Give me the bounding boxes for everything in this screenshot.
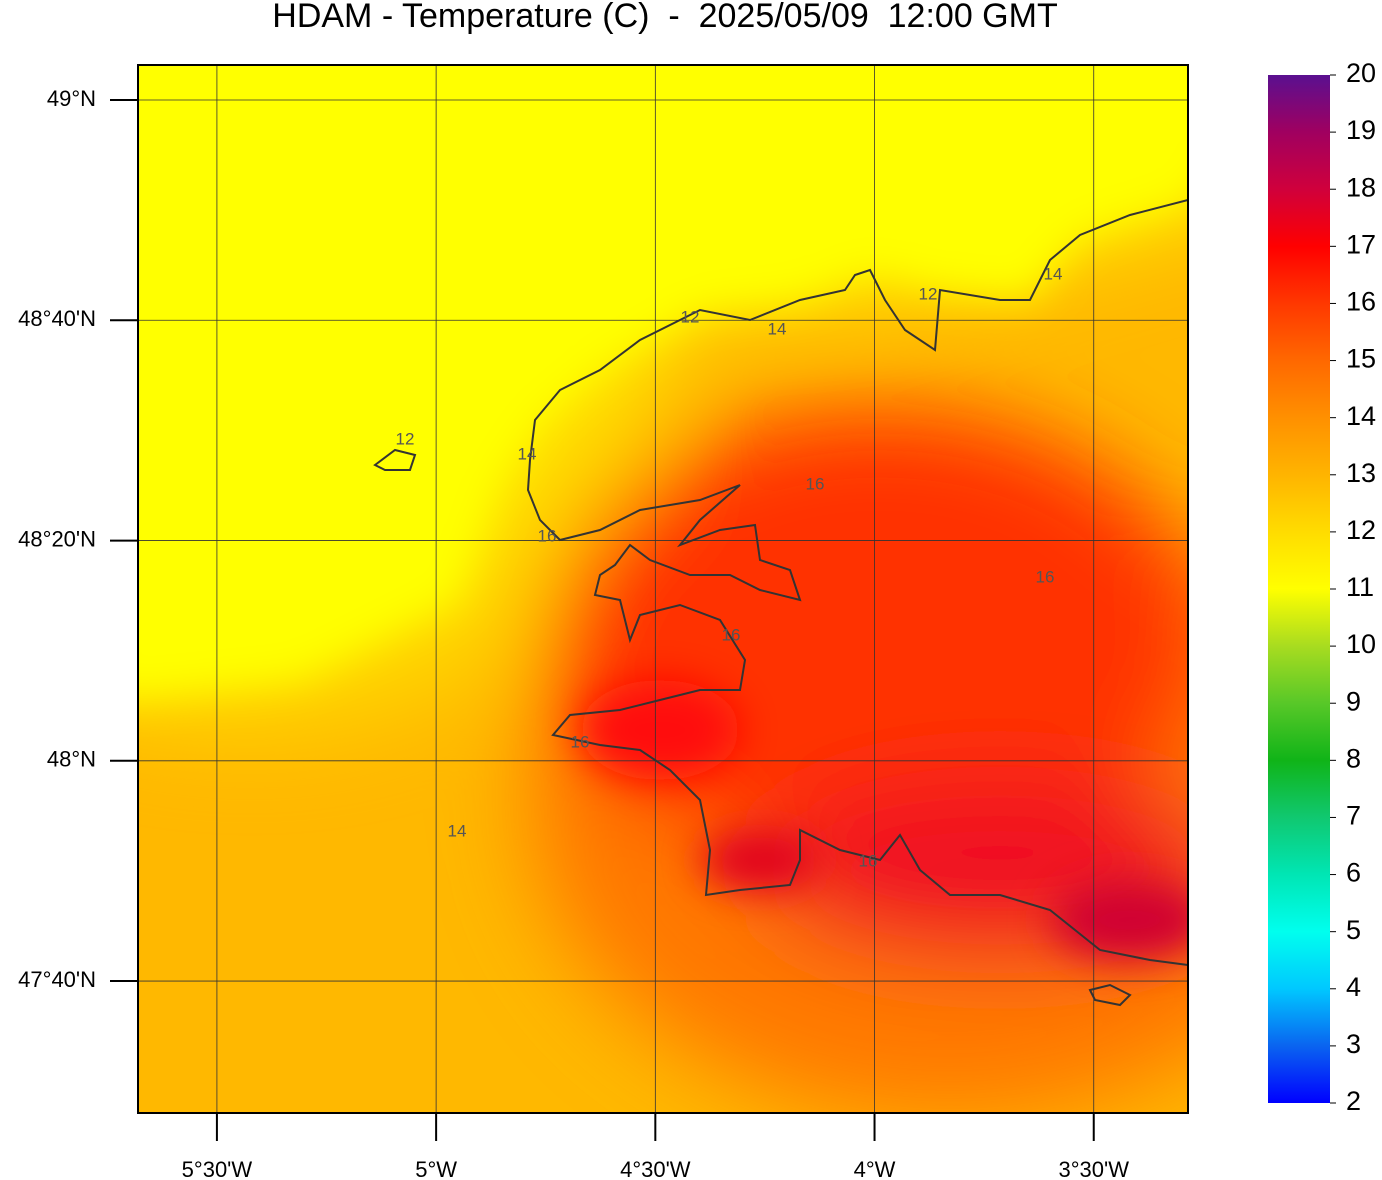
- colorbar-label: 19: [1346, 115, 1376, 145]
- contour-label: 16: [538, 526, 557, 545]
- contour-label: 16: [571, 732, 590, 751]
- contour-label: 14: [448, 821, 467, 840]
- colorbar-label: 20: [1346, 58, 1376, 88]
- y-tick-label: 47°40'N: [18, 967, 96, 992]
- x-tick-label: 3°30'W: [1059, 1157, 1130, 1180]
- x-tick-label: 4°30'W: [620, 1157, 691, 1180]
- contour-label: 16: [722, 625, 741, 644]
- colorbar-label: 11: [1346, 572, 1374, 602]
- map-frame: [137, 64, 1189, 1114]
- colorbar-label: 10: [1346, 629, 1376, 659]
- colorbar-label: 14: [1346, 401, 1376, 431]
- contour-label: 16: [806, 474, 825, 493]
- colorbar-label: 3: [1346, 1029, 1361, 1059]
- contour-label: 12: [396, 429, 415, 448]
- colorbar-label: 18: [1346, 172, 1376, 202]
- chart-title: HDAM - Temperature (C) - 2025/05/09 12:0…: [272, 0, 1057, 35]
- x-tick-label: 5°30'W: [182, 1157, 253, 1180]
- y-tick-label: 49°N: [47, 86, 96, 111]
- contour-label: 14: [518, 444, 537, 463]
- x-tick-label: 5°W: [415, 1157, 457, 1180]
- contour-label: 16: [859, 851, 878, 870]
- colorbar: [1268, 75, 1330, 1103]
- y-tick-label: 48°40'N: [18, 306, 96, 331]
- temperature-field: [138, 65, 1188, 1113]
- colorbar-label: 17: [1346, 229, 1376, 259]
- coastline: [526, 199, 1188, 966]
- island: [373, 448, 1132, 1007]
- colorbar-label: 16: [1346, 287, 1376, 317]
- colorbar-label: 2: [1346, 1086, 1361, 1116]
- y-tick-label: 48°20'N: [18, 526, 96, 551]
- colorbar-label: 15: [1346, 344, 1376, 374]
- y-tick-label: 48°N: [47, 747, 96, 772]
- colorbar-label: 9: [1346, 686, 1361, 716]
- colorbar-label: 4: [1346, 972, 1361, 1002]
- contour-label: 14: [1044, 264, 1063, 283]
- colorbar-label: 7: [1346, 801, 1361, 831]
- colorbar-label: 5: [1346, 915, 1361, 945]
- contour-label: 16: [1036, 567, 1055, 586]
- colorbar-label: 12: [1346, 515, 1376, 545]
- colorbar-label: 13: [1346, 458, 1376, 488]
- contour-label: 14: [768, 319, 787, 338]
- x-tick-label: 4°W: [854, 1157, 896, 1180]
- graticule: [138, 65, 1188, 1113]
- contour-label: 12: [681, 307, 700, 326]
- contour-label: 12: [919, 284, 938, 303]
- colorbar-label: 8: [1346, 743, 1361, 773]
- colorbar-label: 6: [1346, 858, 1361, 888]
